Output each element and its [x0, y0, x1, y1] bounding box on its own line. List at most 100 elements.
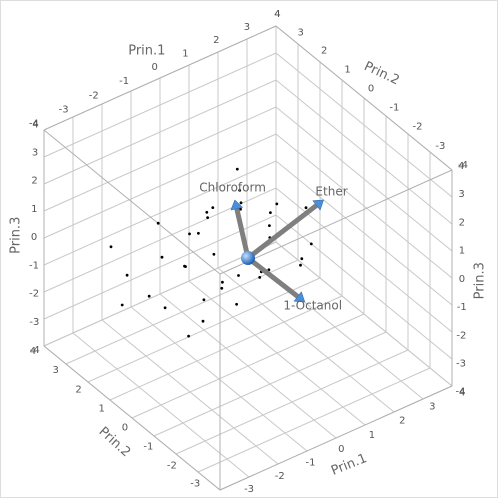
point	[238, 189, 242, 192]
point	[221, 280, 224, 284]
point	[235, 302, 239, 306]
point	[160, 255, 164, 259]
x-tick-label: 3	[429, 402, 435, 413]
x-tick-label: -1	[306, 457, 316, 468]
point	[202, 298, 206, 302]
ray-label: Ether	[315, 184, 347, 198]
z-tick-label: 2	[459, 217, 465, 228]
point	[147, 294, 151, 298]
grid-line	[197, 367, 431, 473]
point	[205, 210, 209, 214]
axis-title: Prin.1	[128, 44, 165, 59]
axis-title: Prin.3	[9, 217, 24, 254]
point	[163, 306, 167, 310]
y-tick-label: 2	[75, 384, 81, 395]
y-tick-label: 0	[122, 423, 128, 434]
y-tick-label: 1	[98, 404, 104, 415]
grid-line	[43, 52, 277, 158]
ray-label: 1-Octanol	[283, 299, 342, 313]
y-tick-label: -3	[190, 479, 200, 490]
z-tick-label: 4	[32, 120, 38, 131]
point	[212, 252, 216, 256]
z-tick-label: -4	[455, 386, 465, 397]
point	[206, 216, 210, 220]
point	[125, 273, 129, 277]
grid-line	[131, 313, 365, 419]
ray-label: Chloroform	[199, 181, 266, 195]
x-tick-label: 2	[213, 35, 219, 46]
grid-line	[275, 52, 453, 198]
point	[299, 263, 302, 267]
cube-edge	[219, 385, 453, 491]
grid-line	[275, 241, 453, 387]
grid-line	[275, 79, 453, 225]
point	[201, 319, 205, 323]
ray	[246, 203, 318, 260]
x-tick-label: -2	[89, 90, 99, 101]
x-tick-label: 0	[338, 444, 344, 455]
grid-line	[275, 214, 453, 360]
x-tick-label: -4	[214, 497, 224, 498]
z-tick-label: 4	[458, 161, 464, 172]
point	[239, 201, 243, 205]
grid-line	[43, 160, 277, 266]
point	[275, 202, 279, 206]
ray-arrow	[230, 199, 244, 211]
point	[304, 206, 308, 210]
grid-line	[43, 106, 277, 212]
point	[309, 242, 313, 246]
grid-line	[109, 295, 343, 401]
grid-line	[153, 331, 387, 437]
grid-line	[43, 214, 277, 320]
cube-edge	[43, 345, 221, 491]
z-tick-label: 2	[31, 176, 37, 187]
point	[120, 303, 124, 307]
grid-line	[87, 277, 321, 383]
point	[269, 211, 272, 215]
y-tick-label: -2	[167, 460, 177, 471]
y-tick-label: 3	[298, 27, 304, 38]
point	[300, 257, 304, 261]
z-tick-label: -3	[456, 358, 466, 369]
point	[235, 167, 239, 171]
point	[258, 276, 262, 279]
point	[197, 231, 200, 235]
x-tick-label: -4	[29, 119, 39, 130]
grid-line	[275, 106, 453, 252]
point	[188, 232, 191, 236]
y-tick-label: 4	[30, 346, 36, 357]
y-tick-label: -2	[412, 122, 422, 133]
x-tick-label: -1	[119, 76, 129, 87]
point	[237, 274, 240, 277]
z-tick-label: -2	[29, 289, 39, 300]
y-tick-label: -4	[458, 160, 468, 171]
point	[187, 334, 191, 338]
x-tick-label: 2	[399, 416, 405, 427]
y-tick-label: -3	[435, 141, 445, 152]
y-tick-label: 3	[52, 365, 58, 376]
origin	[241, 251, 255, 265]
ray-arrow	[312, 199, 324, 211]
x-tick-label: 1	[182, 49, 188, 60]
x-tick-label: 4	[459, 387, 465, 398]
y-tick-label: -1	[389, 102, 399, 113]
x-tick-label: 3	[244, 22, 250, 33]
z-tick-label: -4	[30, 345, 40, 356]
z-tick-label: 0	[459, 274, 465, 285]
z-tick-label: 3	[32, 148, 38, 159]
y-tick-label: 4	[274, 9, 280, 20]
z-tick-label: -1	[29, 260, 39, 271]
x-tick-label: 4	[274, 9, 280, 20]
grid-line	[175, 349, 409, 455]
y-tick-label: 1	[344, 64, 350, 75]
x-tick-label: -2	[275, 471, 285, 482]
z-tick-label: 3	[458, 189, 464, 200]
point	[156, 221, 160, 225]
point	[211, 206, 215, 210]
grid-line	[275, 160, 453, 306]
point	[109, 245, 113, 249]
ray	[246, 256, 300, 299]
x-tick-label: -3	[244, 484, 254, 495]
